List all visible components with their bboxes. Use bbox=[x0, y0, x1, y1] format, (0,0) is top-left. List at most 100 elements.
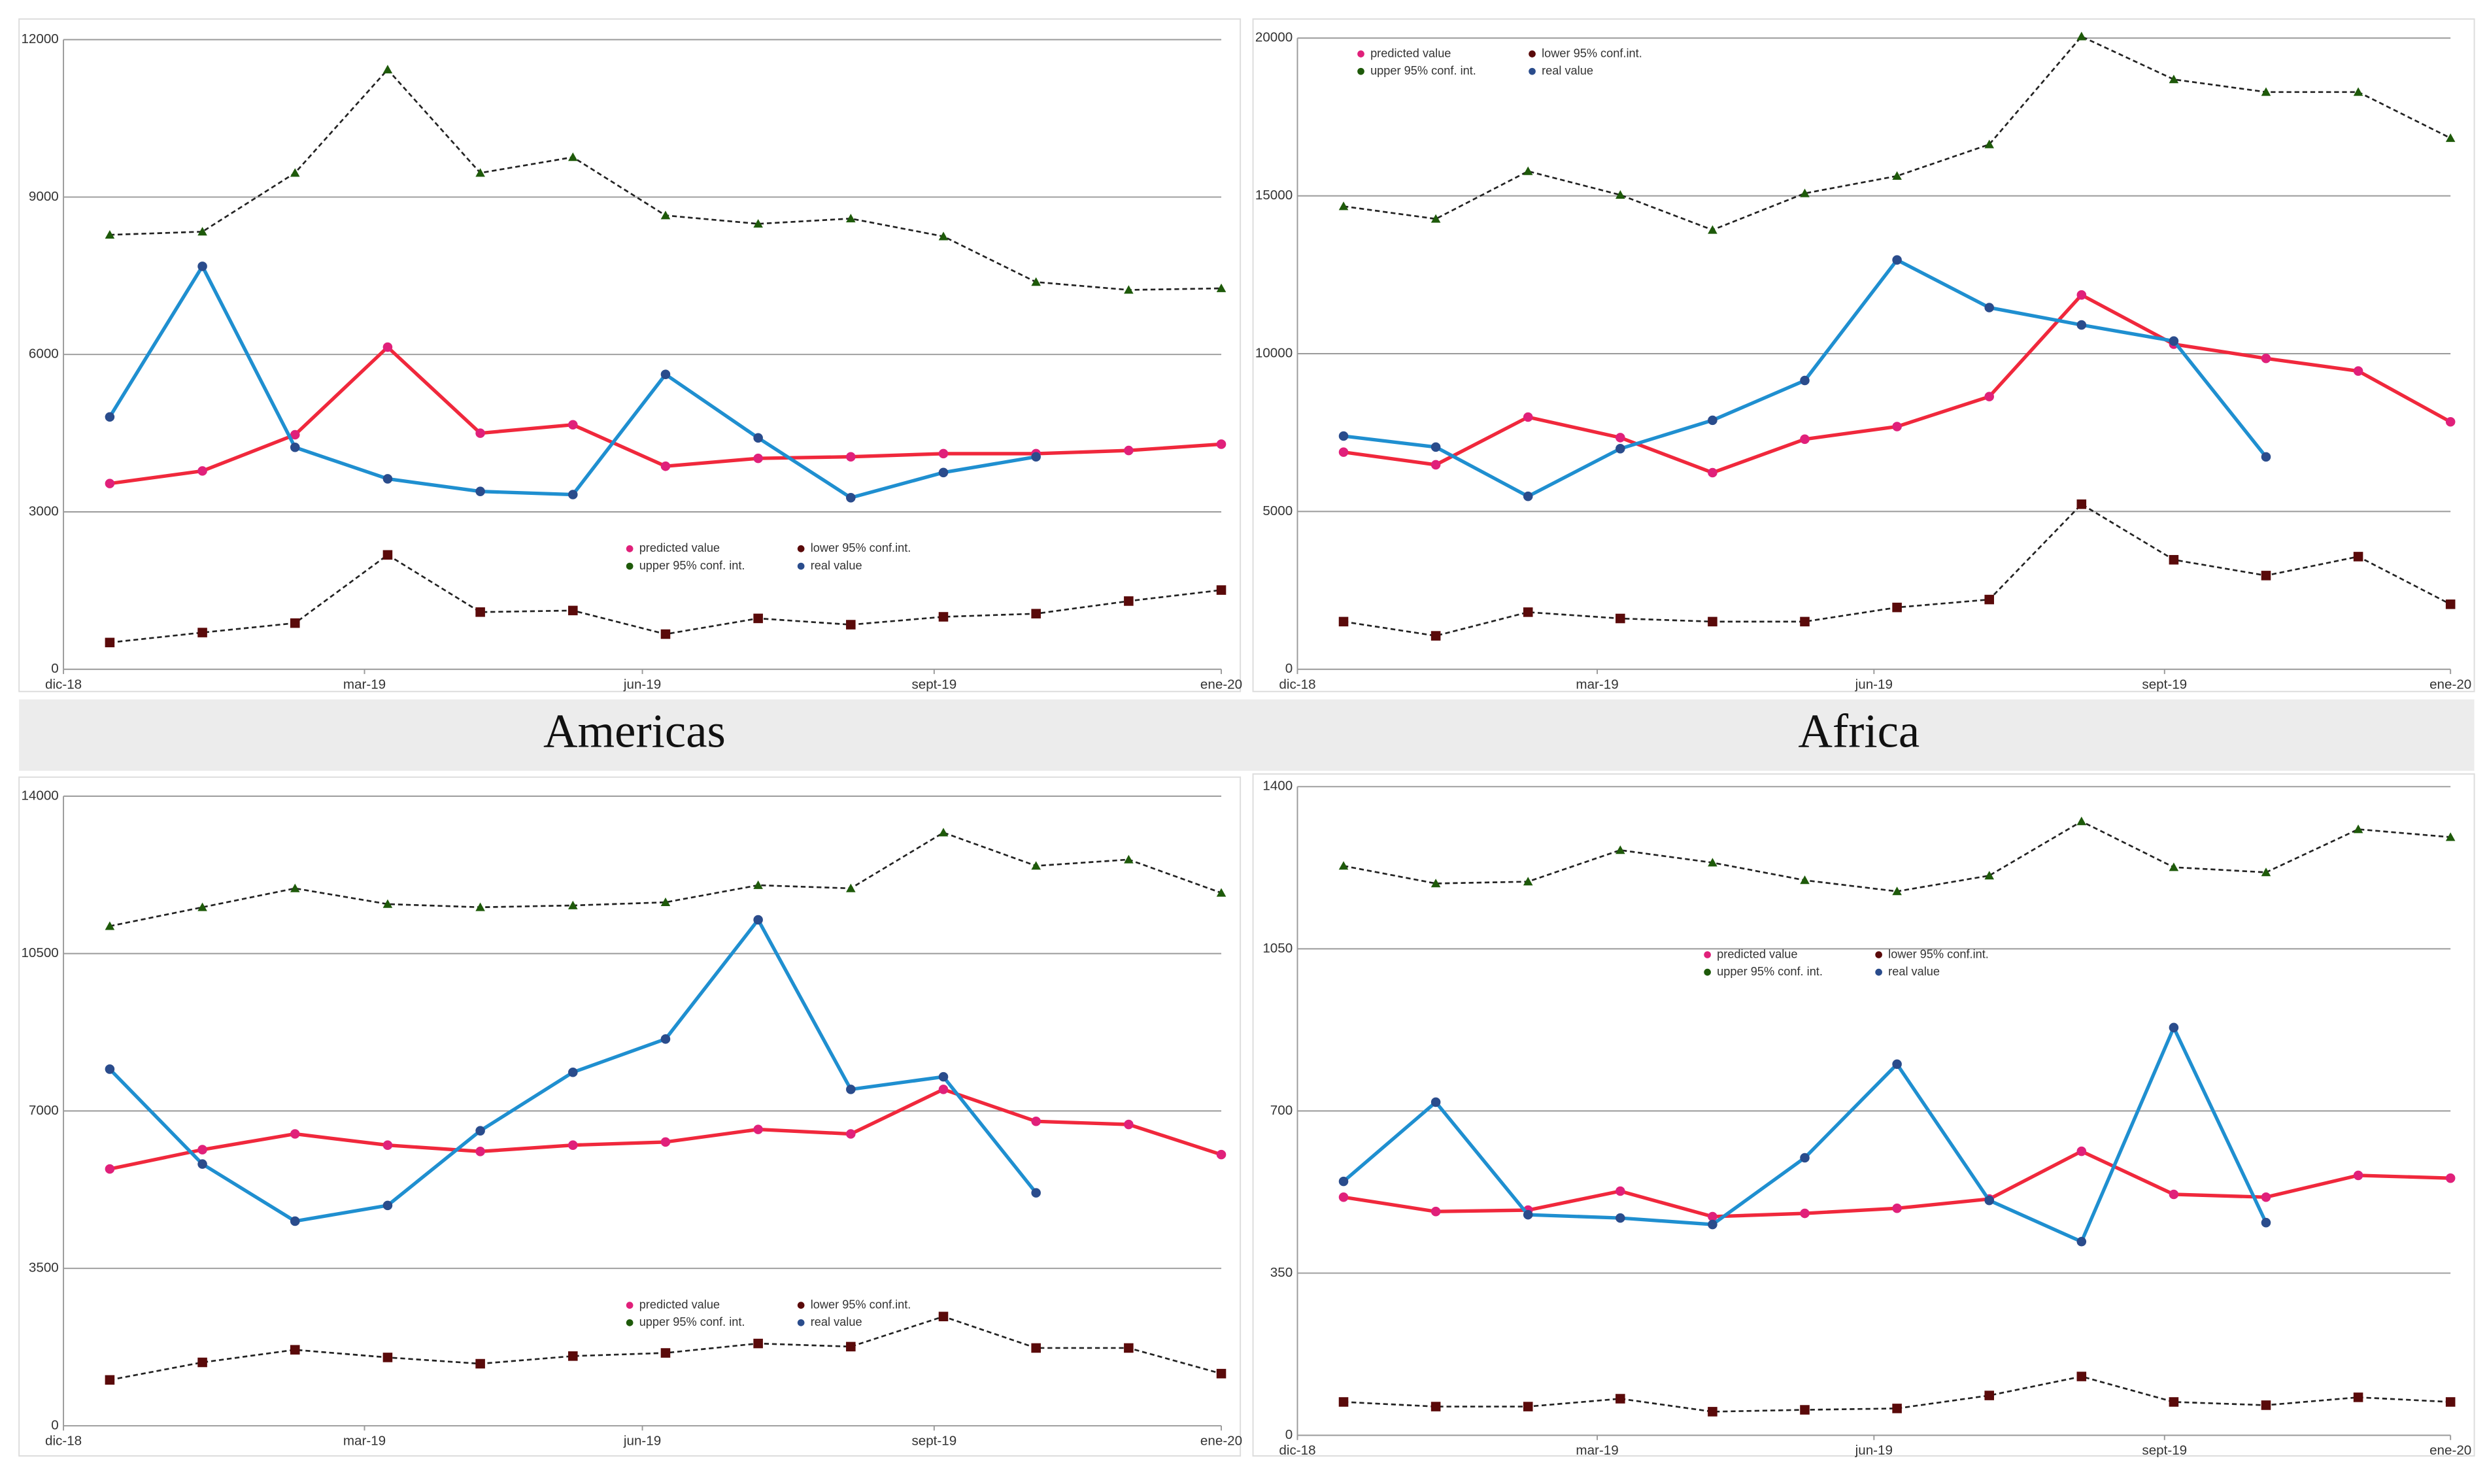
marker bbox=[1523, 1402, 1533, 1411]
marker bbox=[2076, 499, 2087, 509]
panel-caption: Americas bbox=[543, 704, 726, 757]
y-tick-label: 10000 bbox=[1255, 345, 1293, 360]
marker bbox=[382, 1353, 393, 1362]
marker bbox=[1984, 139, 1994, 148]
marker bbox=[1216, 1368, 1227, 1379]
marker bbox=[1616, 613, 1625, 624]
x-tick-label: mar-19 bbox=[1576, 677, 1618, 692]
marker bbox=[2169, 1022, 2179, 1033]
marker bbox=[1338, 1176, 1349, 1187]
marker bbox=[568, 900, 578, 909]
legend-marker bbox=[797, 1319, 805, 1326]
marker bbox=[475, 1358, 485, 1369]
marker bbox=[1031, 609, 1041, 618]
legend-label: predicted value bbox=[639, 541, 720, 554]
marker bbox=[290, 168, 300, 177]
marker bbox=[1892, 1059, 1902, 1070]
marker bbox=[1338, 861, 1349, 870]
marker bbox=[660, 1348, 671, 1358]
marker bbox=[2169, 1397, 2179, 1407]
marker bbox=[1800, 434, 1810, 445]
y-tick-label: 6000 bbox=[29, 346, 59, 362]
marker bbox=[1338, 201, 1349, 211]
marker bbox=[1708, 858, 1717, 867]
marker bbox=[753, 433, 763, 443]
panel-frame bbox=[1252, 773, 2475, 1457]
x-tick-label: ene-20 bbox=[2429, 1443, 2471, 1458]
marker bbox=[1708, 616, 1717, 627]
legend-label: lower 95% conf.int. bbox=[1542, 46, 1642, 59]
x-tick-label: sept-19 bbox=[2142, 1443, 2187, 1458]
y-tick-label: 15000 bbox=[1255, 188, 1293, 203]
marker bbox=[1523, 1209, 1533, 1220]
marker bbox=[938, 448, 949, 459]
marker bbox=[660, 897, 671, 907]
marker bbox=[1616, 1186, 1625, 1196]
marker bbox=[1800, 1153, 1810, 1163]
marker bbox=[475, 486, 485, 496]
marker bbox=[1708, 225, 1717, 234]
marker bbox=[2445, 1397, 2456, 1407]
marker bbox=[1523, 877, 1533, 886]
marker bbox=[846, 452, 856, 462]
marker bbox=[753, 453, 763, 464]
marker bbox=[2261, 571, 2271, 581]
marker bbox=[2076, 1236, 2087, 1247]
marker bbox=[2076, 290, 2087, 300]
marker bbox=[1523, 412, 1533, 422]
marker bbox=[1892, 171, 1902, 180]
marker bbox=[938, 231, 949, 241]
marker bbox=[846, 620, 856, 630]
y-tick-label: 350 bbox=[1270, 1265, 1293, 1280]
marker bbox=[568, 605, 578, 616]
marker bbox=[1430, 631, 1441, 641]
marker bbox=[2076, 1372, 2087, 1381]
y-tick-label: 0 bbox=[51, 661, 58, 676]
marker bbox=[2445, 416, 2456, 427]
x-tick-label: dic-18 bbox=[45, 677, 82, 692]
marker bbox=[1984, 392, 1994, 401]
marker bbox=[382, 899, 393, 908]
legend-label: lower 95% conf.int. bbox=[811, 541, 911, 554]
marker bbox=[2353, 552, 2363, 562]
marker bbox=[1124, 854, 1134, 864]
marker bbox=[1430, 1097, 1441, 1107]
marker bbox=[290, 1129, 300, 1139]
marker bbox=[2169, 336, 2179, 346]
x-tick-label: sept-19 bbox=[911, 677, 956, 692]
marker bbox=[938, 467, 949, 478]
marker bbox=[2076, 31, 2087, 41]
marker bbox=[2353, 1392, 2363, 1402]
marker bbox=[938, 1311, 949, 1322]
marker bbox=[1984, 303, 1994, 312]
marker bbox=[1616, 1213, 1625, 1223]
marker bbox=[1338, 447, 1349, 457]
caption-band bbox=[19, 699, 2475, 771]
x-tick-label: ene-20 bbox=[1200, 677, 1242, 692]
legend-marker bbox=[1875, 951, 1882, 958]
marker bbox=[2353, 1170, 2363, 1181]
marker bbox=[1800, 375, 1810, 386]
marker bbox=[290, 1345, 300, 1355]
marker bbox=[1892, 886, 1902, 896]
marker bbox=[1031, 1188, 1041, 1198]
legend-marker bbox=[626, 545, 634, 552]
marker bbox=[2445, 1173, 2456, 1183]
legend-marker bbox=[797, 562, 805, 570]
marker bbox=[1616, 444, 1625, 454]
legend-marker bbox=[1704, 968, 1711, 976]
legend-label: upper 95% conf. int. bbox=[639, 1315, 745, 1328]
legend-marker bbox=[797, 1302, 805, 1309]
marker bbox=[753, 613, 763, 624]
marker bbox=[105, 637, 115, 648]
marker bbox=[1984, 1391, 1994, 1400]
marker bbox=[1800, 875, 1810, 885]
marker bbox=[1616, 845, 1625, 854]
marker bbox=[290, 618, 300, 628]
x-tick-label: sept-19 bbox=[2142, 677, 2187, 692]
marker bbox=[1800, 188, 1810, 197]
marker bbox=[2169, 554, 2179, 565]
x-tick-label: ene-20 bbox=[1200, 1434, 1242, 1449]
marker bbox=[475, 902, 485, 911]
legend-marker bbox=[1357, 50, 1364, 58]
